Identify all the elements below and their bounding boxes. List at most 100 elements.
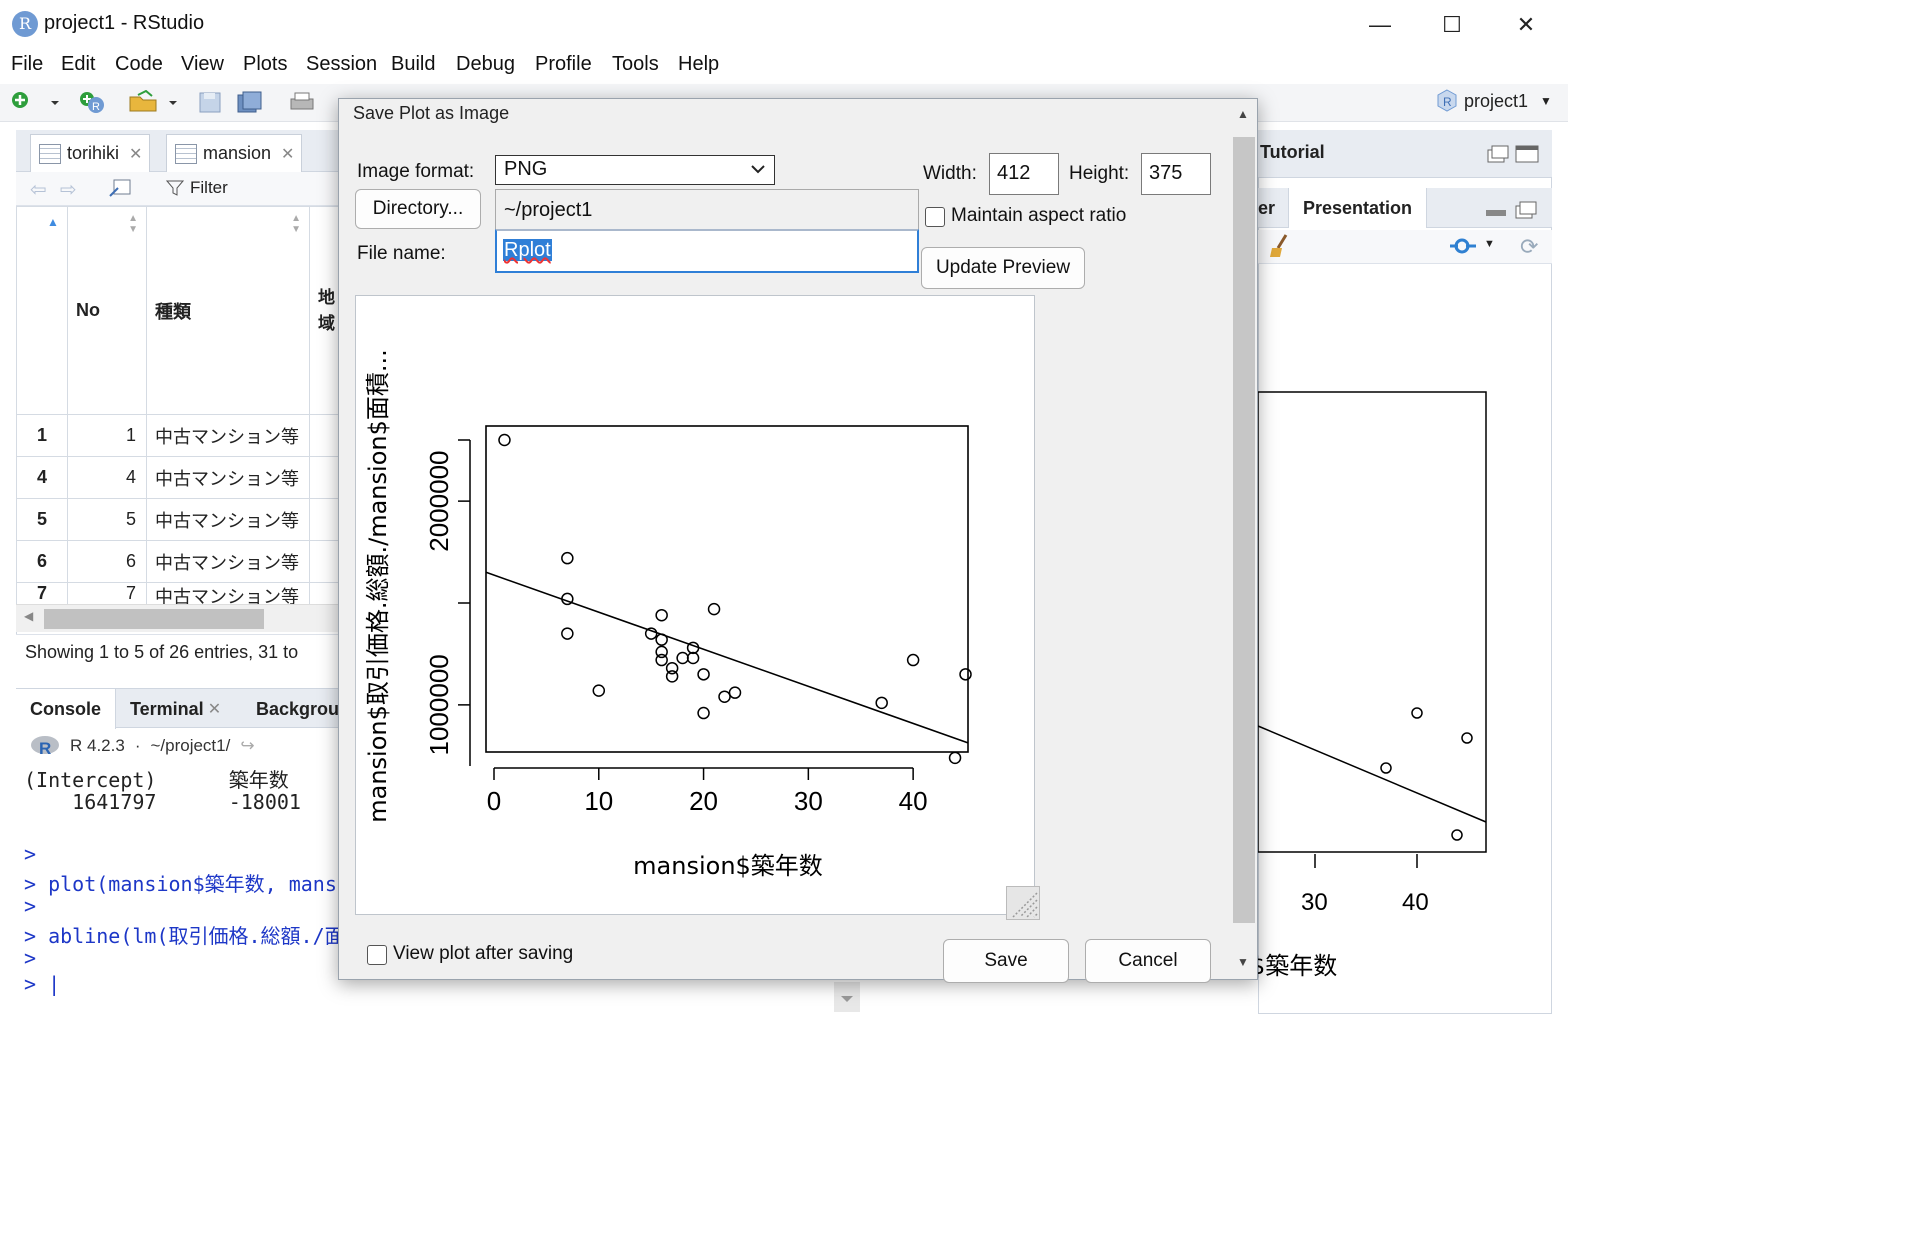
maintain-aspect-checkbox[interactable]: [925, 207, 945, 227]
tab-torihiki[interactable]: torihiki ✕: [30, 134, 150, 172]
popout-icon[interactable]: [108, 178, 132, 203]
y-tick-label: 1000000: [424, 654, 454, 755]
maximize-pane-icon[interactable]: [1514, 144, 1540, 169]
r-version: R 4.2.3: [70, 736, 125, 755]
image-format-select[interactable]: PNG: [495, 155, 775, 185]
cancel-button[interactable]: Cancel: [1085, 939, 1211, 983]
menu-profile[interactable]: Profile: [535, 53, 592, 75]
data-point: [561, 551, 574, 565]
chevron-down-icon: ▼: [1540, 94, 1552, 108]
close-icon[interactable]: ✕: [129, 145, 143, 163]
row-index: 5: [16, 498, 68, 541]
scroll-up-icon[interactable]: ▲: [1237, 107, 1249, 121]
right-top-tab-bar: Tutorial: [1258, 130, 1552, 178]
svg-text:R: R: [92, 101, 100, 113]
column-header-index[interactable]: ▲: [16, 206, 68, 415]
x-tick-label: 30: [1301, 889, 1328, 916]
console-prompt: >: [24, 842, 37, 866]
tab-console[interactable]: Console: [16, 689, 117, 729]
data-grid-icon: [175, 143, 197, 164]
project-menu[interactable]: R project1 ▼: [1436, 88, 1552, 114]
new-file-icon[interactable]: [10, 90, 34, 114]
update-preview-button[interactable]: Update Preview: [921, 247, 1085, 289]
save-icon[interactable]: [198, 90, 222, 114]
scroll-down-icon[interactable]: [834, 982, 860, 1012]
width-input[interactable]: 412: [989, 153, 1059, 195]
scroll-left-icon[interactable]: ◀: [24, 609, 34, 623]
resize-grip-icon[interactable]: [1006, 886, 1040, 920]
menu-debug[interactable]: Debug: [456, 53, 515, 75]
console-line: 1641797 -18001: [24, 790, 301, 814]
x-tick-label: 40: [899, 786, 928, 816]
filter-button[interactable]: Filter: [166, 178, 228, 198]
directory-field: ~/project1: [495, 189, 919, 231]
tab-tutorial[interactable]: Tutorial: [1260, 142, 1325, 162]
menu-plots[interactable]: Plots: [243, 53, 288, 75]
console-input[interactable]: > |: [24, 972, 61, 996]
separator-dot: ·: [134, 736, 141, 755]
goto-directory-icon[interactable]: ↪: [240, 736, 255, 755]
menu-code[interactable]: Code: [115, 53, 163, 75]
tab-mansion[interactable]: mansion ✕: [166, 134, 302, 172]
table-row[interactable]: 1 1 中古マンション等: [16, 414, 347, 457]
chevron-down-icon[interactable]: [166, 90, 180, 114]
tab-viewer-partial[interactable]: er: [1258, 198, 1276, 218]
menu-session[interactable]: Session: [306, 53, 378, 75]
table-row[interactable]: 5 5 中古マンション等: [16, 498, 347, 541]
view-after-saving-checkbox[interactable]: [367, 945, 387, 965]
menu-file[interactable]: File: [11, 53, 44, 75]
y-axis: 1000000 2000000: [424, 439, 471, 766]
minimize-pane-icon[interactable]: [1486, 144, 1510, 169]
scrollbar-thumb[interactable]: [44, 609, 264, 629]
editor-tab-bar: torihiki ✕ mansion ✕: [16, 130, 346, 172]
forward-arrow-icon[interactable]: ⇨: [60, 179, 77, 201]
menu-view[interactable]: View: [181, 53, 224, 75]
tab-presentation[interactable]: Presentation: [1288, 188, 1428, 228]
height-input[interactable]: 375: [1141, 153, 1211, 195]
chevron-down-icon[interactable]: [48, 90, 62, 114]
menu-edit[interactable]: Edit: [61, 53, 96, 75]
minimize-button[interactable]: —: [1369, 12, 1391, 37]
tab-terminal[interactable]: Terminal ✕: [116, 689, 235, 729]
save-all-icon[interactable]: [236, 90, 264, 114]
data-point: [498, 433, 511, 447]
data-point: [906, 653, 920, 667]
back-arrow-icon[interactable]: ⇦: [30, 179, 47, 201]
column-header-label: 地域: [318, 287, 335, 333]
file-name-input[interactable]: Rplot: [495, 229, 919, 273]
table-row[interactable]: 4 4 中古マンション等: [16, 456, 347, 499]
row-index: 4: [16, 456, 68, 499]
print-icon[interactable]: [288, 90, 316, 114]
console-output[interactable]: (Intercept) 築年数 1641797 -18001 > > plot(…: [16, 762, 346, 1014]
height-label: Height:: [1069, 163, 1130, 184]
close-button[interactable]: ✕: [1516, 12, 1536, 37]
column-header-no[interactable]: No ▲ ▼: [67, 206, 147, 415]
horizontal-scrollbar[interactable]: ◀: [16, 604, 346, 632]
close-icon[interactable]: ✕: [207, 701, 222, 718]
maximize-button[interactable]: ☐: [1442, 12, 1462, 37]
column-header-kind[interactable]: 種類 ▲ ▼: [146, 206, 310, 415]
minimize-pane-icon[interactable]: [1484, 200, 1508, 225]
close-icon[interactable]: ✕: [281, 145, 295, 163]
scroll-down-icon[interactable]: ▼: [1237, 955, 1249, 969]
row-index: 1: [16, 414, 68, 457]
dialog-scrollbar[interactable]: ▲ ▼: [1231, 99, 1257, 979]
menu-help[interactable]: Help: [678, 53, 720, 75]
refresh-icon[interactable]: ⟳: [1520, 234, 1539, 259]
directory-button[interactable]: Directory...: [355, 189, 481, 229]
maintain-aspect-label: Maintain aspect ratio: [951, 205, 1127, 226]
restore-pane-icon[interactable]: [1514, 200, 1540, 225]
chevron-down-icon[interactable]: ▼: [1484, 238, 1495, 250]
tab-background-jobs[interactable]: Backgrou: [256, 698, 340, 719]
menu-tools[interactable]: Tools: [612, 53, 659, 75]
new-project-icon[interactable]: R: [78, 90, 108, 114]
open-folder-icon[interactable]: [128, 89, 160, 114]
broom-icon[interactable]: [1266, 232, 1294, 265]
table-row[interactable]: 6 6 中古マンション等: [16, 540, 347, 583]
scrollbar-thumb[interactable]: [1233, 137, 1255, 923]
cell-kind: 中古マンション等: [146, 498, 310, 541]
save-button[interactable]: Save: [943, 939, 1069, 983]
publish-icon[interactable]: [1448, 234, 1480, 263]
data-point: [665, 661, 679, 675]
menu-build[interactable]: Build: [391, 53, 436, 75]
